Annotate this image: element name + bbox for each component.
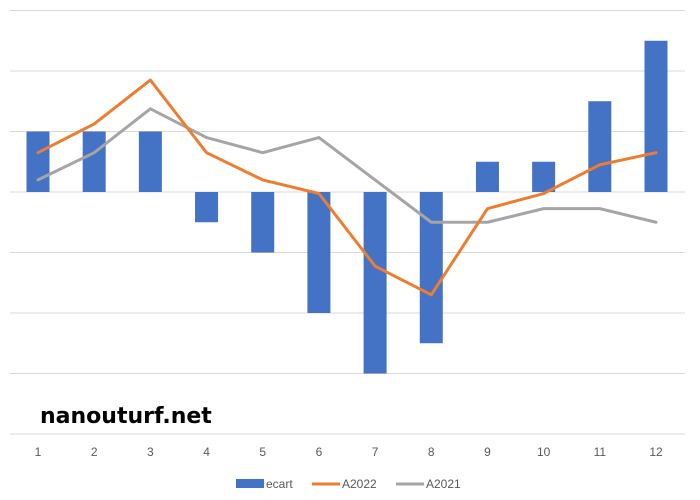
bar-3: [138, 131, 162, 192]
x-tick-label: 6: [316, 445, 323, 459]
bar-1: [26, 131, 50, 192]
bar-8: [419, 192, 443, 344]
x-tick-label: 3: [147, 445, 154, 459]
x-tick-label: 5: [259, 445, 266, 459]
legend: ecart A2022 A2021: [236, 477, 461, 491]
bar-9: [475, 161, 499, 192]
x-tick-label: 4: [203, 445, 210, 459]
bar-6: [307, 192, 331, 313]
x-tick-label: 7: [372, 445, 379, 459]
bar-5: [251, 192, 275, 253]
x-tick-label: 1: [35, 445, 42, 459]
x-tick-label: 10: [537, 445, 551, 459]
x-tick-label: 11: [594, 445, 607, 459]
x-axis-ticks: 1 2 3 4 5 6 7 8 9 10 11 12: [35, 445, 663, 459]
x-tick-label: 2: [91, 445, 98, 459]
bar-12: [644, 40, 668, 192]
bar-7: [363, 192, 387, 374]
line-a2022: [36, 78, 658, 297]
legend-swatch-ecart: [236, 479, 264, 488]
gridlines: [10, 10, 685, 435]
bar-2: [82, 131, 106, 192]
bar-4: [195, 192, 219, 223]
legend-label-a2022: A2022: [342, 477, 377, 491]
bar-10: [532, 161, 556, 192]
line-a2021: [36, 107, 658, 224]
x-tick-label: 8: [428, 445, 435, 459]
bar-11: [588, 101, 612, 192]
line-series: [36, 78, 658, 297]
legend-label-ecart: ecart: [266, 477, 293, 491]
bar-series-ecart: [26, 40, 668, 374]
watermark-text: nanouturf.net: [40, 404, 212, 429]
legend-label-a2021: A2021: [426, 477, 461, 491]
x-tick-label: 9: [484, 445, 491, 459]
x-tick-label: 12: [649, 445, 663, 459]
